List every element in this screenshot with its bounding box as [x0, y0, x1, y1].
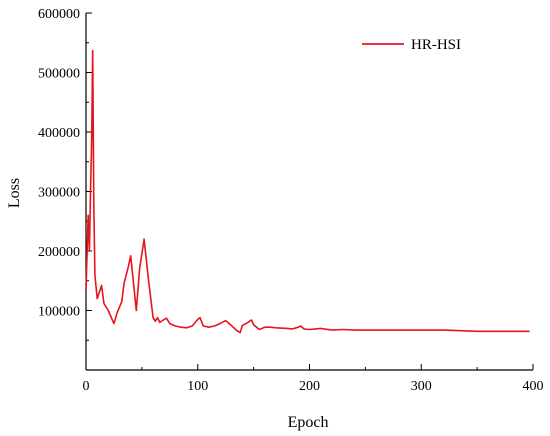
series-line	[85, 49, 530, 334]
ticks: 0 100 200 300 400 100000 200000 300000 400000 500…	[38, 7, 544, 394]
legend-label: HR-HSI	[411, 37, 461, 53]
x-axis-title: Epoch	[288, 414, 329, 431]
x-tick-label: 300	[411, 379, 432, 394]
y-axis-title: Loss	[6, 178, 23, 208]
y-tick-label: 400000	[38, 126, 80, 141]
series	[85, 49, 530, 334]
y-tick-label: 300000	[38, 186, 80, 201]
y-tick-label: 200000	[38, 245, 80, 260]
x-tick-label: 400	[523, 379, 544, 394]
x-tick-label: 0	[83, 379, 90, 394]
x-tick-label: 200	[299, 379, 320, 394]
legend: HR-HSI	[362, 37, 461, 53]
y-tick-label: 500000	[38, 67, 80, 82]
x-tick-label: 100	[187, 379, 208, 394]
y-tick-label: 600000	[38, 7, 80, 22]
y-tick-label: 100000	[38, 305, 80, 320]
